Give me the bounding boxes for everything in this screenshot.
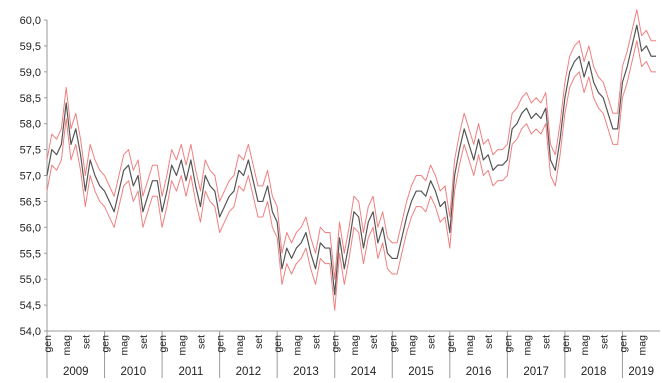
year-label: 2013	[293, 366, 319, 378]
month-tick-label: mag	[637, 335, 649, 356]
y-tick-label: 59,0	[20, 67, 41, 79]
month-tick-label: gen	[617, 335, 629, 353]
y-tick-label: 56,5	[20, 196, 41, 208]
month-tick-label: gen	[560, 335, 572, 353]
y-tick-label: 57,0	[20, 171, 41, 183]
month-tick-label: gen	[100, 335, 112, 353]
month-tick-label: set	[483, 335, 495, 349]
month-tick-label: mag	[234, 335, 246, 356]
month-tick-label: set	[138, 335, 150, 349]
month-tick-label: mag	[61, 335, 73, 356]
year-label: 2014	[351, 366, 377, 378]
year-label: 2012	[236, 366, 262, 378]
month-tick-label: ott	[661, 335, 662, 347]
year-label: 2019	[628, 366, 654, 378]
month-tick-label: gen	[272, 335, 284, 353]
month-tick-label: mag	[579, 335, 591, 356]
year-label: 2015	[408, 366, 434, 378]
month-tick-label: set	[598, 335, 610, 349]
y-tick-label: 57,5	[20, 145, 41, 157]
y-tick-label: 55,5	[20, 248, 41, 260]
year-label: 2011	[178, 366, 203, 378]
y-tick-label: 54,0	[20, 326, 41, 338]
month-tick-label: set	[541, 335, 553, 349]
month-tick-label: set	[253, 335, 265, 349]
year-label: 2017	[523, 366, 549, 378]
series-lines	[46, 9, 656, 311]
year-label: 2016	[466, 366, 492, 378]
series-line-band	[46, 40, 656, 311]
y-tick-label: 58,5	[20, 93, 41, 105]
month-tick-label: mag	[464, 335, 476, 356]
month-tick-label: gen	[387, 335, 399, 353]
month-tick-label: gen	[445, 335, 457, 353]
month-tick-label: mag	[119, 335, 131, 356]
y-tick-label: 59,5	[20, 41, 41, 53]
y-axis-ticks: 54,0 54,5 55,0 55,5 56,0 56,5 57,0 57,5 58,0 58,5…	[20, 15, 47, 338]
year-label: 2009	[63, 366, 89, 378]
y-tick-label: 56,0	[20, 222, 41, 234]
month-tick-label: mag	[522, 335, 534, 356]
month-tick-label: gen	[330, 335, 342, 353]
month-tick-label: gen	[157, 335, 169, 353]
y-tick-label: 54,5	[20, 300, 41, 312]
month-tick-label: mag	[406, 335, 418, 356]
y-tick-label: 55,0	[20, 274, 41, 286]
y-tick-label: 60,0	[20, 15, 41, 27]
month-tick-label: set	[426, 335, 438, 349]
month-tick-label: gen	[215, 335, 227, 353]
month-tick-label: mag	[349, 335, 361, 356]
month-tick-label: set	[80, 335, 92, 349]
year-label: 2010	[121, 366, 147, 378]
month-tick-label: mag	[291, 335, 303, 356]
series-line-main	[46, 24, 656, 296]
month-tick-label: set	[368, 335, 380, 349]
month-tick-label: set	[311, 335, 323, 349]
month-tick-label: gen	[502, 335, 514, 353]
month-tick-label: mag	[176, 335, 188, 356]
y-tick-label: 58,0	[20, 119, 41, 131]
month-tick-label: gen	[42, 335, 54, 353]
series-line-band	[46, 9, 656, 280]
year-label: 2018	[581, 366, 607, 378]
month-tick-label: set	[195, 335, 207, 349]
